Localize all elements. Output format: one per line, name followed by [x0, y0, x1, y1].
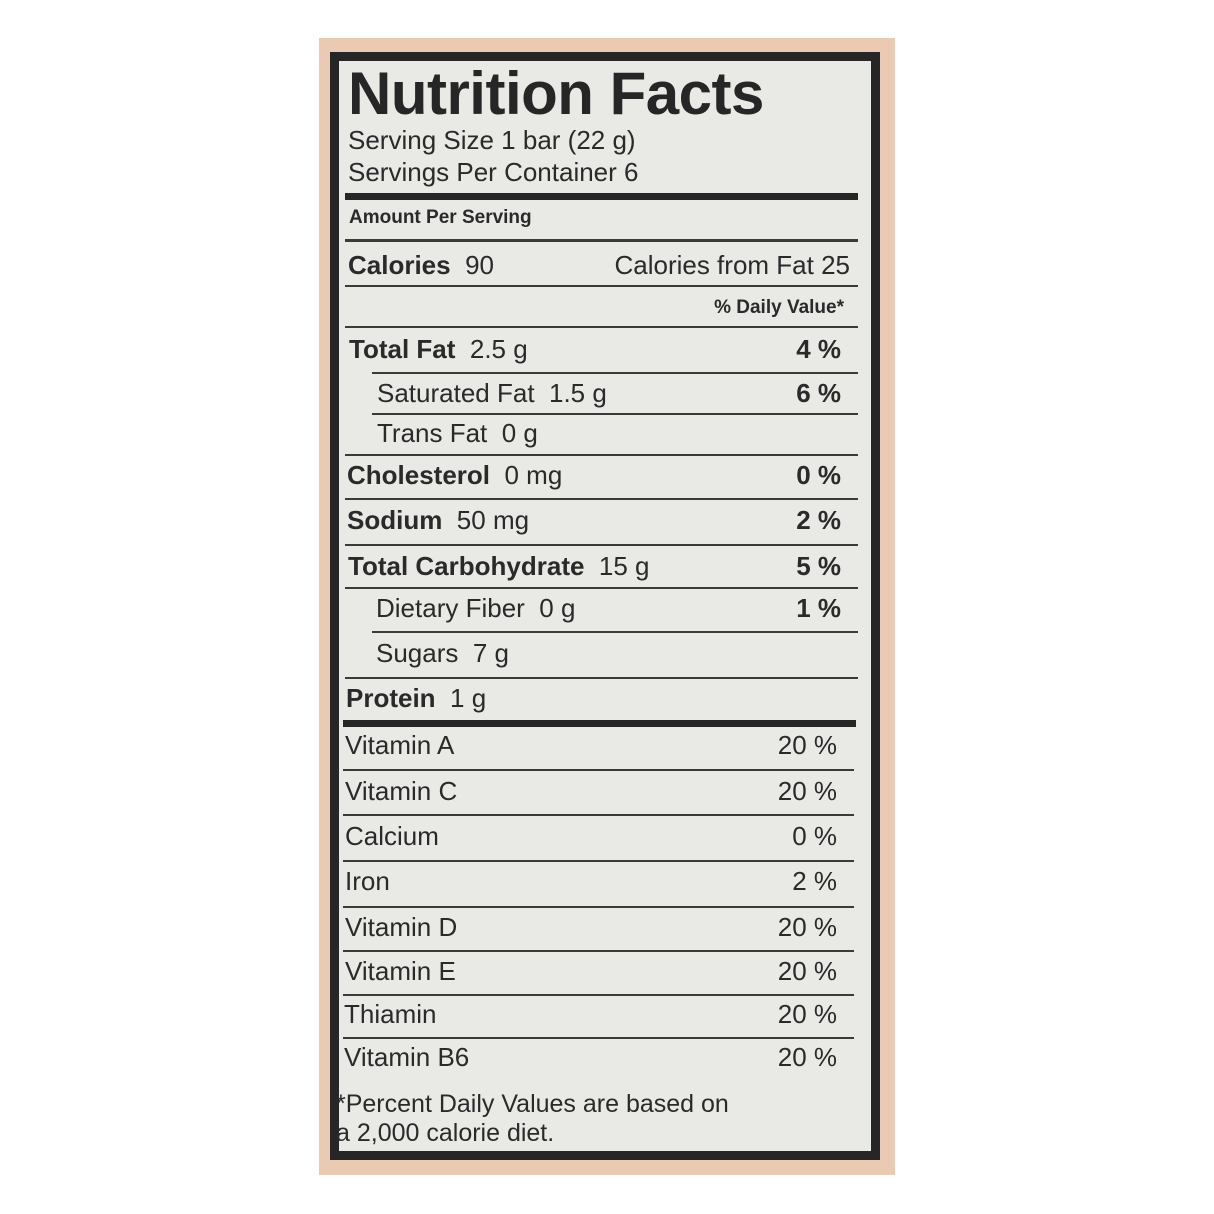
serving-size: Serving Size 1 bar (22 g)	[348, 125, 636, 155]
nutrient-name: Sugars	[376, 638, 459, 668]
vitamin-dv: 2 %	[792, 866, 837, 896]
nutrient-name: Cholesterol	[347, 460, 491, 490]
nutrient-name: Sodium	[347, 505, 443, 535]
nutrient-name: Trans Fat	[377, 418, 488, 448]
nutrient-dv: 4 %	[796, 334, 841, 364]
vitamin-dv: 0 %	[792, 821, 837, 851]
divider	[372, 413, 858, 415]
vitamin-dv: 20 %	[777, 1042, 837, 1072]
label-title: Nutrition Facts	[348, 60, 764, 127]
daily-value-header: % Daily Value*	[714, 297, 844, 318]
nutrient-row-saturated-fat: Saturated Fat 1.5 g 6 %	[377, 378, 841, 408]
nutrient-row-total-carbohydrate: Total Carbohydrate 15 g 5 %	[348, 551, 841, 581]
divider	[343, 769, 854, 771]
divider	[372, 372, 858, 374]
nutrient-amount: 15 g	[598, 551, 650, 581]
vitamin-row: Vitamin A 20 %	[345, 730, 837, 760]
nutrient-amount: 1 g	[450, 683, 487, 713]
nutrient-amount: 0 g	[539, 593, 576, 623]
nutrient-row-trans-fat: Trans Fat 0 g	[377, 418, 841, 448]
divider	[345, 677, 858, 679]
divider	[343, 906, 854, 908]
calories-row: Calories 90 Calories from Fat 25	[348, 250, 850, 280]
nutrient-dv: 6 %	[796, 378, 841, 408]
divider	[343, 950, 854, 952]
divider	[343, 994, 854, 996]
divider	[345, 587, 858, 589]
divider	[343, 720, 856, 727]
vitamin-name: Vitamin D	[345, 912, 458, 942]
nutrient-row-cholesterol: Cholesterol 0 mg 0 %	[347, 460, 841, 490]
nutrient-amount: 0 mg	[504, 460, 563, 490]
vitamin-row: Calcium 0 %	[345, 821, 837, 851]
daily-value-header-row: % Daily Value*	[348, 293, 844, 323]
nutrient-row-dietary-fiber: Dietary Fiber 0 g 1 %	[376, 593, 841, 623]
divider	[345, 326, 858, 328]
vitamin-row: Vitamin E 20 %	[345, 956, 837, 986]
divider	[345, 498, 858, 500]
servings-per-container: Servings Per Container 6	[348, 157, 639, 187]
vitamin-dv: 20 %	[777, 730, 837, 760]
divider	[372, 631, 858, 633]
divider	[345, 285, 858, 287]
vitamin-name: Iron	[345, 866, 390, 896]
nutrient-amount: 2.5 g	[469, 334, 528, 364]
nutrient-dv: 1 %	[796, 593, 841, 623]
nutrient-name: Dietary Fiber	[376, 593, 525, 623]
nutrition-label-frame	[330, 52, 880, 1160]
nutrient-row-protein: Protein 1 g	[346, 683, 841, 713]
vitamin-row: Thiamin 20 %	[344, 999, 837, 1029]
vitamin-dv: 20 %	[777, 956, 837, 986]
footnote-line-2: a 2,000 calorie diet.	[336, 1119, 555, 1147]
vitamin-name: Vitamin A	[345, 730, 455, 760]
nutrient-name: Saturated Fat	[377, 378, 535, 408]
nutrient-name: Protein	[346, 683, 436, 713]
vitamin-name: Vitamin C	[345, 776, 458, 806]
nutrient-row-sugars: Sugars 7 g	[376, 638, 841, 668]
vitamin-dv: 20 %	[777, 776, 837, 806]
nutrient-dv: 5 %	[796, 551, 841, 581]
vitamin-dv: 20 %	[777, 999, 837, 1029]
nutrient-dv: 2 %	[796, 505, 841, 535]
divider	[345, 454, 858, 456]
nutrient-name: Total Fat	[349, 334, 456, 364]
nutrient-amount: 0 g	[501, 418, 538, 448]
nutrient-row-total-fat: Total Fat 2.5 g 4 %	[349, 334, 841, 364]
calories-value: 90	[465, 250, 494, 280]
nutrient-amount: 7 g	[472, 638, 509, 668]
vitamin-row: Vitamin D 20 %	[345, 912, 837, 942]
nutrient-amount: 1.5 g	[549, 378, 607, 408]
divider	[345, 544, 858, 546]
vitamin-row: Iron 2 %	[345, 866, 837, 896]
nutrient-amount: 50 mg	[456, 505, 530, 535]
divider	[343, 814, 854, 816]
amount-per-serving: Amount Per Serving	[349, 207, 532, 228]
divider	[345, 239, 858, 242]
divider	[345, 193, 858, 200]
nutrient-row-sodium: Sodium 50 mg 2 %	[347, 505, 841, 535]
calories-label: Calories	[348, 250, 451, 280]
nutrient-dv: 0 %	[796, 460, 841, 490]
divider	[343, 860, 854, 862]
vitamin-row: Vitamin B6 20 %	[344, 1042, 837, 1072]
divider	[343, 1037, 854, 1039]
vitamin-dv: 20 %	[777, 912, 837, 942]
vitamin-name: Thiamin	[344, 999, 437, 1029]
nutrient-name: Total Carbohydrate	[348, 551, 585, 581]
footnote-line-1: *Percent Daily Values are based on	[336, 1090, 729, 1118]
calories-from-fat: Calories from Fat 25	[614, 250, 850, 280]
vitamin-name: Calcium	[345, 821, 439, 851]
vitamin-row: Vitamin C 20 %	[345, 776, 837, 806]
vitamin-name: Vitamin E	[345, 956, 456, 986]
vitamin-name: Vitamin B6	[344, 1042, 470, 1072]
